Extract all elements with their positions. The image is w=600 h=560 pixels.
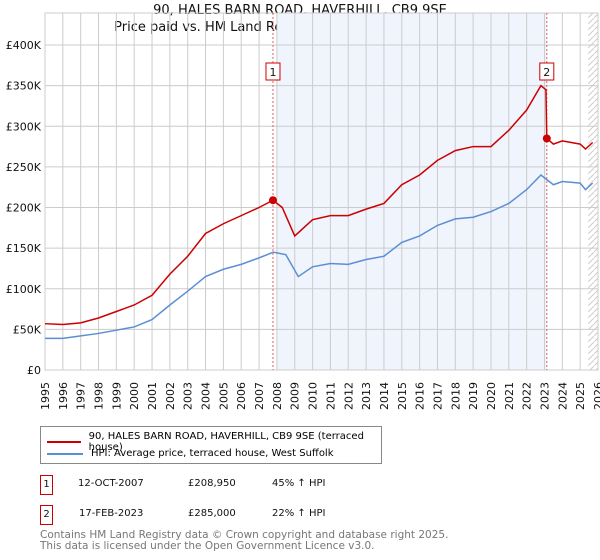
x-tick-label: 2010 [307,382,320,410]
legend-label-hpi: HPI: Average price, terraced house, West… [91,448,334,459]
footer-line-1: Contains HM Land Registry data © Crown c… [40,529,449,541]
x-tick-label: 2019 [467,382,480,410]
x-tick-label: 2014 [378,382,391,410]
x-tick-label: 2017 [431,382,444,410]
x-tick-label: 2002 [164,382,177,410]
x-tick-label: 2016 [414,382,427,410]
hpi-change: 45% ↑ HPI [272,478,326,489]
x-tick-label: 2026 [592,382,600,410]
y-tick-label: £0 [27,364,41,377]
plot-area: 1995 1996 1997 1998 1999 2000 2001 2002 2003 2004… [6,12,600,410]
y-tick-label: £150K [6,242,42,255]
x-tick-label: 2020 [485,382,498,410]
y-tick-label: £200K [6,202,42,215]
shaded-period [276,13,547,370]
hpi-line [45,173,594,340]
x-tick-label: 2011 [324,382,337,410]
y-tick-label: £100K [6,283,42,296]
x-tick-label: 1996 [57,382,70,410]
legend-swatch-property [47,441,81,443]
x-tick-label: 2012 [342,382,355,410]
annotation-label: 2 [543,66,550,79]
marker-badge: 2 [40,505,53,525]
table-row: 2 17-FEB-2023 £285,000 22% ↑ HPI [40,505,440,525]
x-tick-label: 2025 [574,382,587,410]
x-tick-label: 1998 [93,382,106,410]
x-tick-label: 2009 [289,382,302,410]
x-tick-label: 2018 [449,382,462,410]
y-tick-label: £50K [13,323,42,336]
x-tick-label: 2021 [503,382,516,410]
x-tick-label: 2015 [396,382,409,410]
annotation-box [265,62,281,81]
table-row: 1 12-OCT-2007 £208,950 45% ↑ HPI [40,475,440,495]
hatched-forecast-region [588,13,598,370]
y-tick-label: £350K [6,80,42,93]
x-tick-label: 2004 [200,382,213,410]
marker-badge: 1 [40,475,53,495]
sale-price: £285,000 [188,508,236,519]
y-tick-label: £250K [6,161,42,174]
legend: 90, HALES BARN ROAD, HAVERHILL, CB9 9SE … [40,426,382,464]
sale-date: 17-FEB-2023 [79,508,144,519]
x-tick-label: 1995 [39,382,52,410]
x-tick-label: 2008 [271,382,284,410]
x-tick-label: 2007 [253,382,266,410]
footer-line-2: This data is licensed under the Open Gov… [40,540,375,552]
x-tick-label: 2005 [217,382,230,410]
sale-point [268,196,277,205]
annotation-label: 1 [269,66,276,79]
sale-point [542,134,551,143]
x-tick-label: 2024 [556,382,569,410]
x-tick-label: 2000 [128,382,141,410]
x-tick-label: 1997 [75,382,88,410]
x-tick-label: 2001 [146,382,159,410]
footer: Contains HM Land Registry data © Crown c… [40,530,448,552]
x-tick-label: 2023 [538,382,551,410]
x-tick-label: 2003 [182,382,195,410]
x-tick-label: 1999 [110,382,123,410]
sale-price: £208,950 [188,478,236,489]
hpi-change: 22% ↑ HPI [272,508,326,519]
y-tick-label: £400K [6,39,42,52]
y-tick-label: £300K [6,120,42,133]
property-price-line [44,84,594,326]
x-tick-label: 2022 [521,382,534,410]
sale-date: 12-OCT-2007 [78,478,144,489]
legend-swatch-hpi [47,452,83,455]
legend-label-property: 90, HALES BARN ROAD, HAVERHILL, CB9 9SE … [88,431,364,453]
plot-border [44,12,599,371]
annotation-box [539,62,555,81]
x-tick-label: 2013 [360,382,373,410]
x-tick-label: 2006 [235,382,248,410]
